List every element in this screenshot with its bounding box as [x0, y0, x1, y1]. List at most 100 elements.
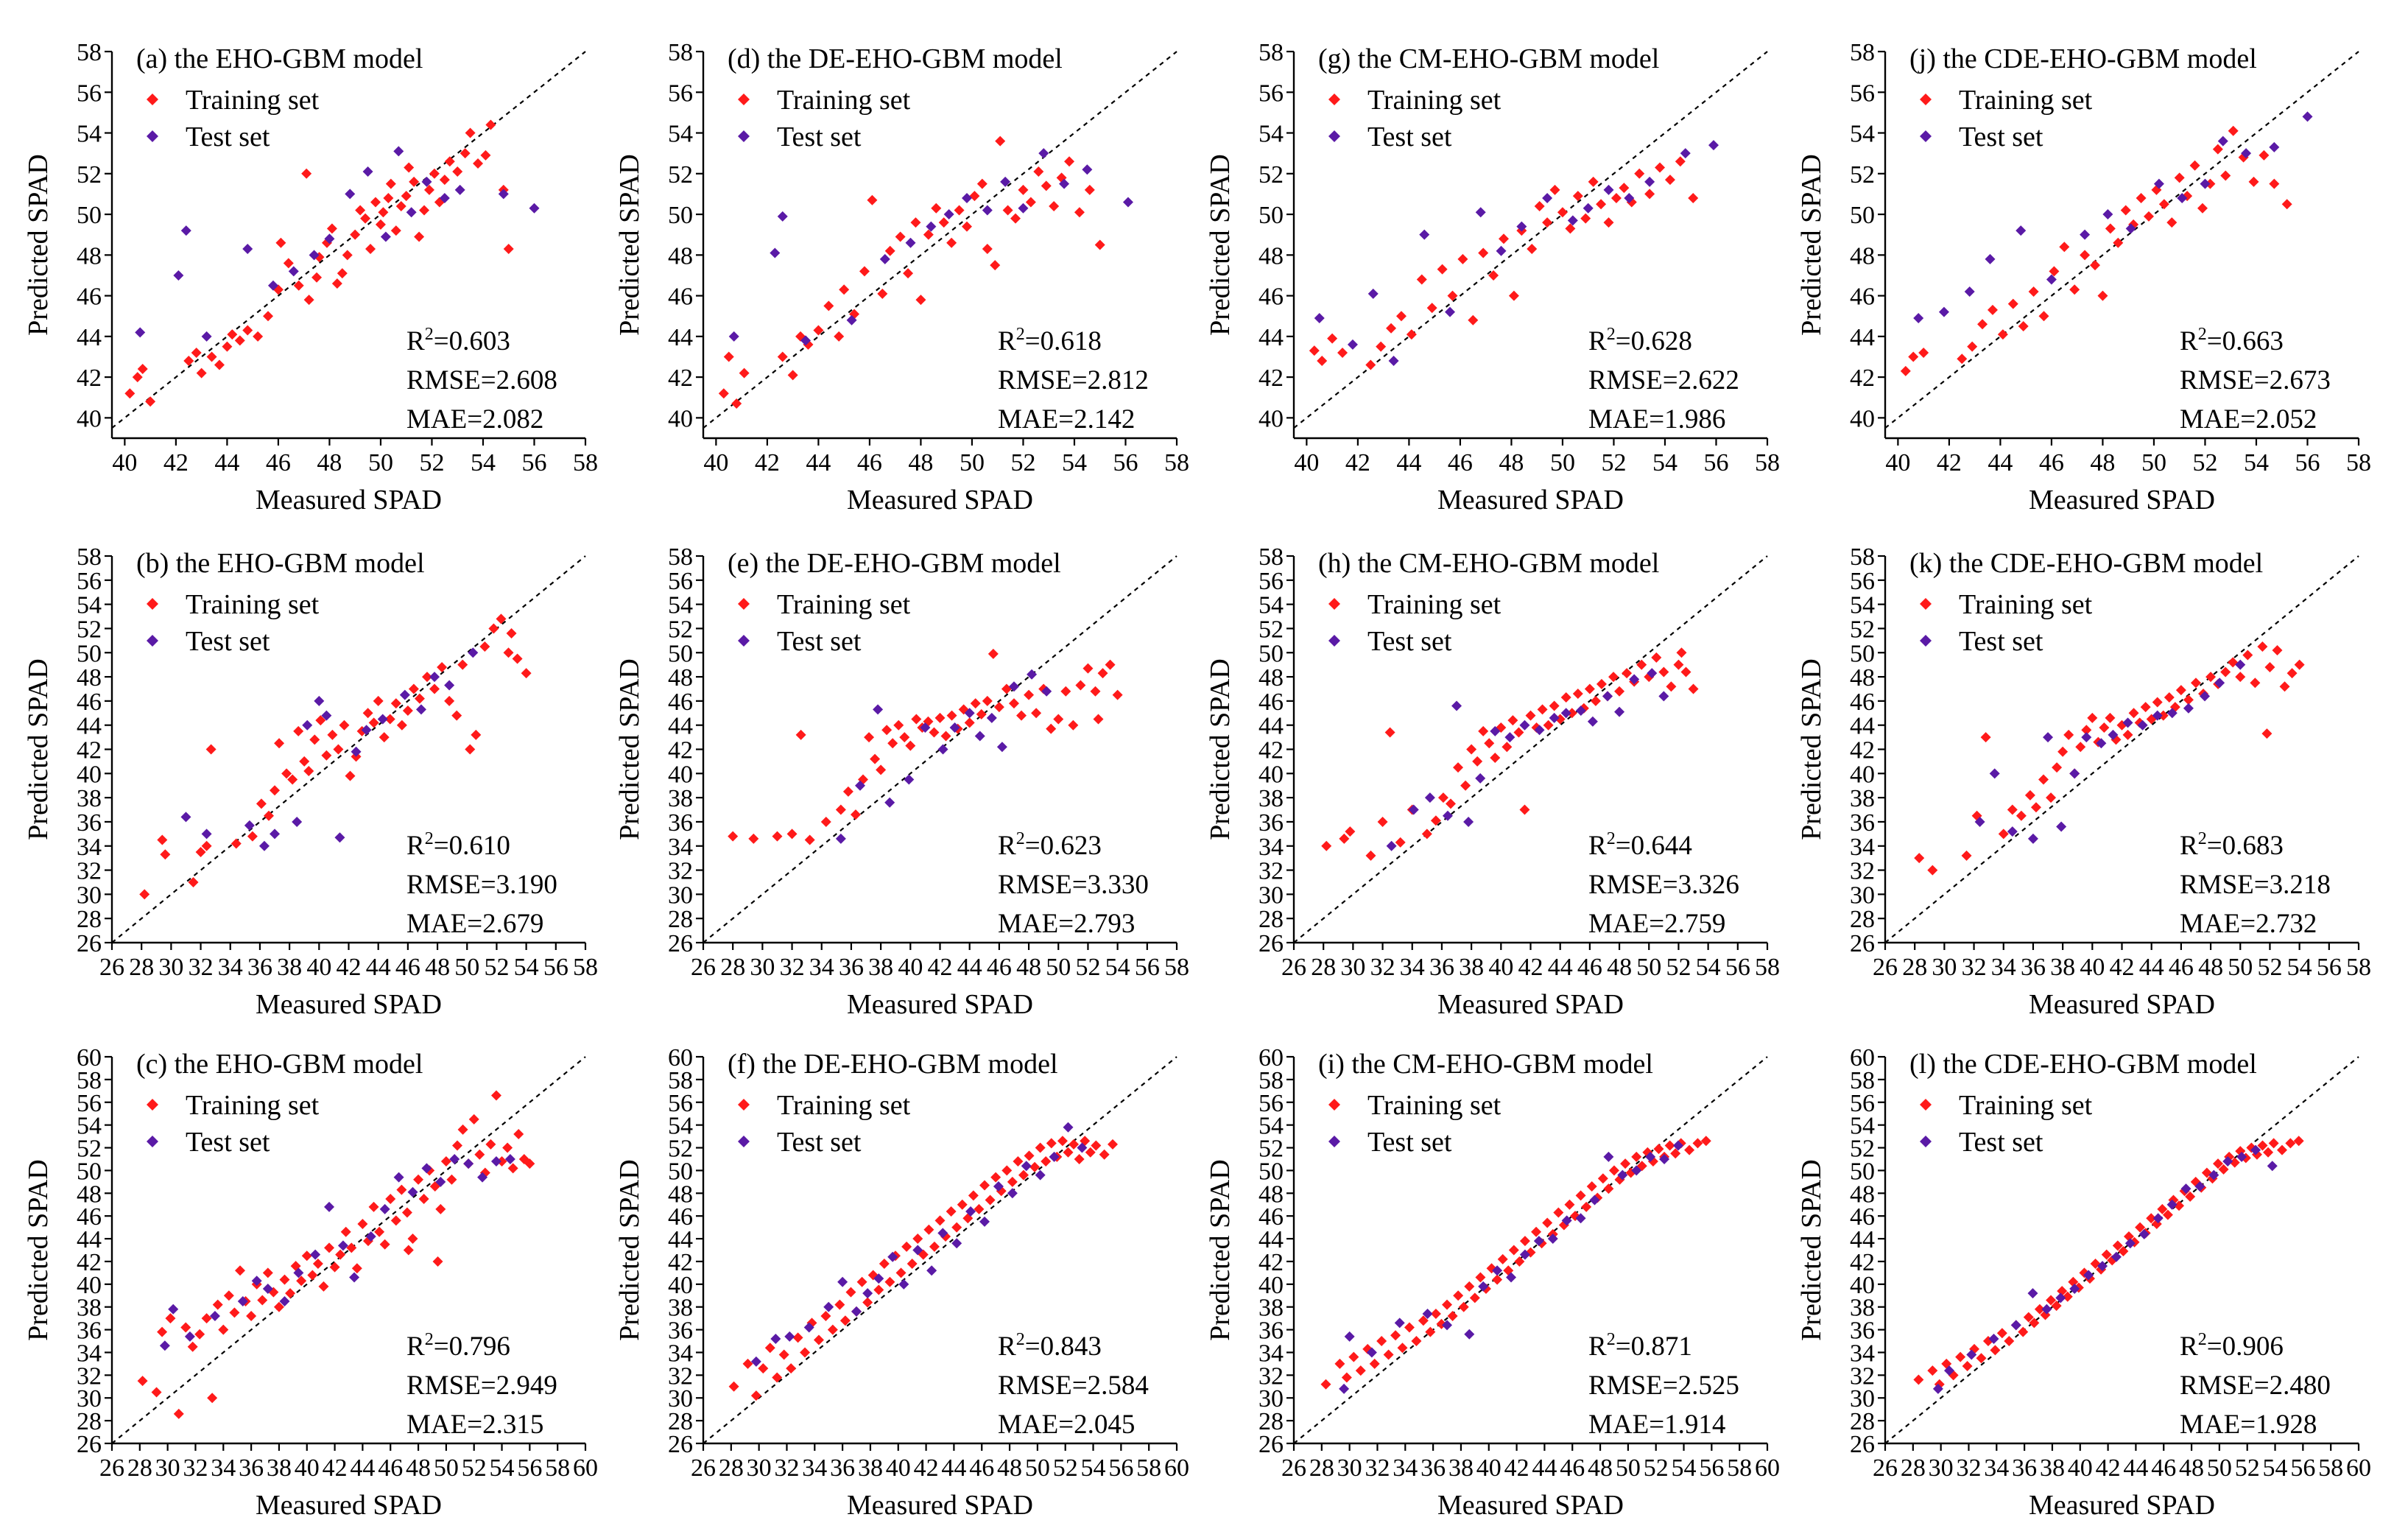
r2-symbol: R — [2180, 326, 2198, 356]
y-axis-title: Predicted SPAD — [1796, 1159, 1827, 1341]
training-point — [985, 1195, 996, 1206]
y-tick-label: 42 — [77, 365, 102, 392]
training-point — [408, 683, 419, 694]
test-point — [2267, 1161, 2278, 1172]
training-point — [2185, 1191, 2196, 1202]
x-tick-label: 46 — [2169, 954, 2194, 981]
legend: Training set Test set — [1920, 1090, 2093, 1158]
training-point — [432, 1256, 443, 1267]
training-point — [1918, 347, 1929, 358]
y-tick-label: 48 — [668, 664, 693, 692]
training-point — [905, 740, 916, 751]
test-point — [1506, 1272, 1517, 1283]
x-tick-label: 36 — [830, 1454, 855, 1482]
training-point — [1442, 1299, 1453, 1310]
legend-label-training: Training set — [777, 1090, 911, 1121]
test-point — [1492, 1265, 1503, 1276]
legend-marker-training — [1328, 94, 1340, 105]
r2-symbol: R — [406, 831, 425, 861]
x-tick-label: 54 — [1672, 1454, 1697, 1482]
test-point — [1314, 312, 1325, 323]
training-point — [2263, 1147, 2274, 1158]
test-point — [2166, 708, 2178, 719]
y-tick-label: 44 — [77, 1226, 102, 1253]
test-point — [349, 1272, 360, 1283]
x-tick-label: 46 — [1577, 954, 1602, 981]
y-tick-label: 60 — [1258, 1044, 1284, 1072]
x-tick-label: 56 — [1725, 954, 1750, 981]
training-point — [1085, 1147, 1096, 1158]
r2-superscript: 2 — [2198, 1330, 2207, 1349]
data-points — [139, 613, 532, 900]
test-point — [2110, 1251, 2122, 1262]
training-point — [2105, 223, 2116, 234]
r2-value: R2=0.796 — [406, 1330, 510, 1362]
y-tick-label: 58 — [1850, 1067, 1875, 1094]
training-point — [1614, 686, 1625, 697]
training-point — [1957, 353, 1968, 365]
x-tick-label: 54 — [1696, 954, 1721, 981]
y-tick-label: 40 — [1850, 405, 1875, 432]
training-point — [2158, 199, 2169, 210]
training-point — [1987, 304, 1998, 315]
training-point — [2175, 685, 2186, 696]
x-tick-label: 50 — [1550, 449, 1575, 476]
training-point — [879, 1259, 890, 1270]
training-point — [995, 136, 1006, 147]
training-point — [485, 1139, 496, 1150]
x-axis-title: Measured SPAD — [847, 989, 1033, 1020]
training-point — [1469, 1292, 1480, 1303]
test-point — [2200, 178, 2211, 189]
training-point — [385, 1194, 396, 1205]
y-tick-label: 30 — [77, 882, 102, 909]
test-point — [159, 1340, 170, 1351]
training-point — [490, 1090, 501, 1101]
training-point — [206, 351, 217, 362]
y-tick-label: 42 — [77, 1249, 102, 1276]
test-point — [926, 221, 937, 232]
training-point — [2212, 1158, 2223, 1169]
training-point — [234, 335, 245, 346]
training-point — [1488, 270, 1499, 281]
y-tick-label: 58 — [1850, 543, 1875, 571]
test-point — [2083, 1270, 2094, 1281]
legend-label-test: Test set — [1367, 626, 1452, 657]
y-tick-label: 48 — [668, 242, 693, 270]
test-point — [1478, 1281, 1489, 1292]
training-point — [929, 727, 940, 738]
training-point — [2190, 678, 2201, 689]
training-point — [401, 191, 412, 202]
training-point — [1001, 1165, 1013, 1176]
y-tick-label: 48 — [1258, 1181, 1284, 1208]
y-tick-label: 26 — [77, 1431, 102, 1458]
test-point — [2302, 111, 2313, 122]
y-tick-label: 46 — [77, 1203, 102, 1231]
y-tick-label: 38 — [77, 1295, 102, 1322]
y-tick-label: 50 — [77, 1158, 102, 1185]
y-axis-title: Predicted SPAD — [23, 154, 54, 336]
test-point — [2016, 225, 2027, 236]
training-point — [1097, 668, 1108, 679]
training-point — [2294, 659, 2305, 670]
y-axis-title: Predicted SPAD — [614, 658, 645, 840]
training-point — [1472, 756, 1483, 767]
x-axis-title: Measured SPAD — [256, 1490, 442, 1521]
test-point — [2124, 1238, 2136, 1249]
y-tick-label: 44 — [668, 324, 693, 351]
test-point — [1624, 192, 1635, 203]
y-tick-label: 40 — [1258, 1272, 1284, 1299]
r2-symbol: R — [406, 1331, 425, 1362]
training-point — [1341, 1372, 1352, 1383]
training-point — [2174, 1200, 2185, 1211]
test-point — [379, 1203, 390, 1214]
scatter-panel-f: 2626282830303232343436363838404042424444… — [614, 1044, 1189, 1521]
training-point — [1018, 1169, 1029, 1181]
data-points — [718, 136, 1133, 409]
panel-title: (i) the CM-EHO-GBM model — [1318, 1049, 1653, 1080]
legend-marker-training — [1920, 94, 1932, 105]
test-point — [873, 704, 884, 715]
training-point — [728, 1381, 739, 1392]
x-tick-label: 56 — [517, 1454, 542, 1482]
x-tick-label: 32 — [774, 1454, 799, 1482]
training-point — [362, 708, 373, 719]
